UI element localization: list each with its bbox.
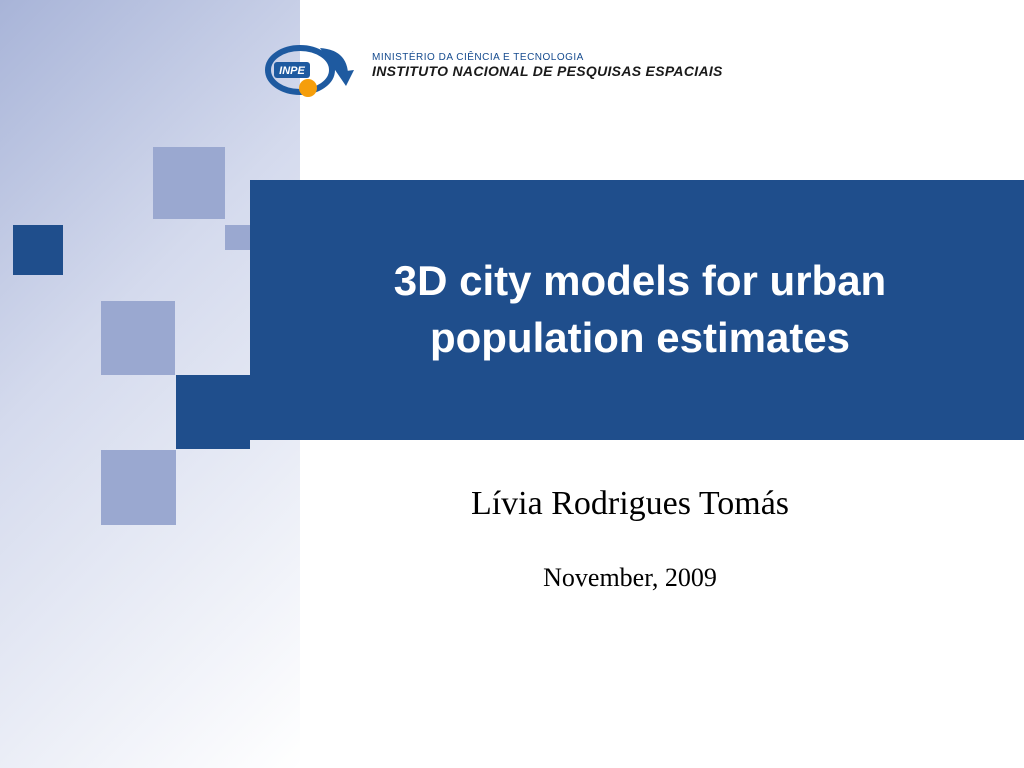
ministry-label: MINISTÉRIO DA CIÊNCIA E TECNOLOGIA	[372, 52, 723, 63]
svg-text:INPE: INPE	[279, 65, 305, 77]
deco-square-0	[153, 147, 225, 219]
author-block: Lívia Rodrigues Tomás November, 2009	[260, 485, 1000, 593]
deco-square-2	[225, 225, 250, 250]
deco-square-4	[176, 375, 250, 449]
author-name: Lívia Rodrigues Tomás	[260, 485, 1000, 523]
deco-square-3	[101, 301, 175, 375]
deco-square-5	[101, 450, 176, 525]
slide-title: 3D city models for urban population esti…	[250, 253, 1024, 366]
deco-square-1	[13, 225, 63, 275]
logo-text-block: MINISTÉRIO DA CIÊNCIA E TECNOLOGIA INSTI…	[372, 52, 723, 79]
institute-label: INSTITUTO NACIONAL DE PESQUISAS ESPACIAI…	[372, 63, 723, 79]
title-bar: 3D city models for urban population esti…	[250, 180, 1024, 440]
date-text: November, 2009	[260, 563, 1000, 593]
inpe-logo-icon: INPE	[260, 30, 360, 100]
header-logo-block: INPE MINISTÉRIO DA CIÊNCIA E TECNOLOGIA …	[260, 30, 723, 100]
